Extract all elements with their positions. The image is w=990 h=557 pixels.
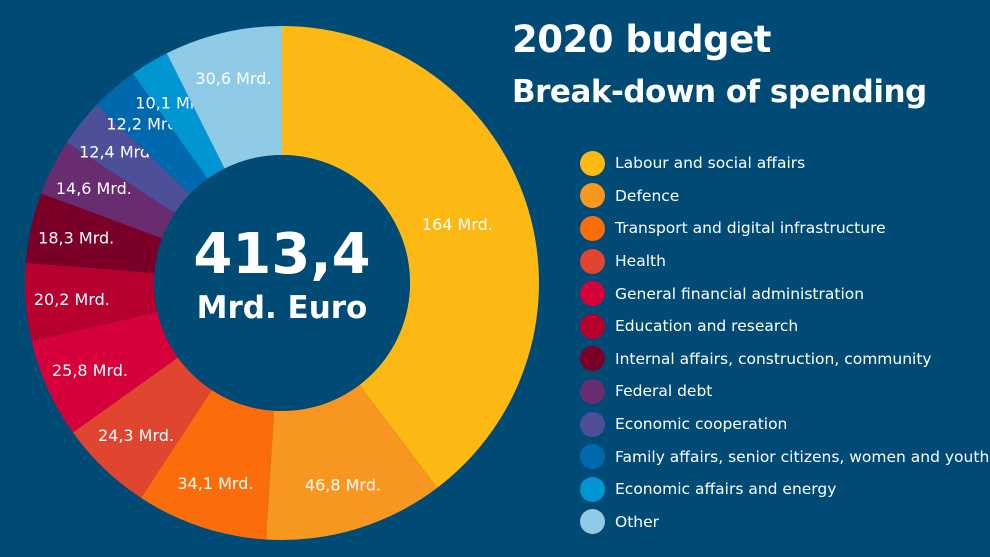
legend-swatch <box>580 248 605 274</box>
legend-item: General financial administration <box>580 277 989 310</box>
legend-swatch <box>580 215 605 241</box>
slice-6 <box>25 193 163 273</box>
data-label: 24,3 Mrd. <box>98 426 174 445</box>
legend-swatch <box>580 150 605 176</box>
legend-label: Internal affairs, construction, communit… <box>615 349 932 368</box>
slice-1 <box>265 384 438 540</box>
legend-swatch <box>580 281 605 307</box>
data-label: 20,2 Mrd. <box>34 290 110 309</box>
slice-2 <box>141 390 275 540</box>
data-label: 25,8 Mrd. <box>52 361 128 380</box>
data-label: 30,6 Mrd. <box>195 69 271 88</box>
legend-item: Defence <box>580 180 989 213</box>
slice-5 <box>24 262 158 342</box>
chart-subtitle: Break-down of spending <box>512 74 927 110</box>
legend-label: Labour and social affairs <box>615 154 806 173</box>
legend-item: Other <box>580 506 989 539</box>
legend-label: Health <box>615 252 666 271</box>
total-unit: Mrd. Euro <box>196 290 368 326</box>
data-label: 12,4 Mrd. <box>79 143 155 162</box>
slice-4 <box>31 312 178 433</box>
legend-item: Education and research <box>580 310 989 343</box>
legend-swatch <box>580 476 605 502</box>
chart-title: 2020 budget <box>512 18 771 61</box>
data-label: 164 Mrd. <box>422 215 493 234</box>
donut-hole <box>154 155 410 411</box>
slice-9 <box>96 73 208 195</box>
legend-swatch <box>580 378 605 404</box>
legend-label: Economic affairs and energy <box>615 480 837 499</box>
legend-swatch <box>580 313 605 339</box>
legend-swatch <box>580 346 605 372</box>
legend-item: Economic cooperation <box>580 408 989 441</box>
legend-item: Labour and social affairs <box>580 147 989 180</box>
legend-swatch <box>580 444 605 470</box>
legend-item: Economic affairs and energy <box>580 473 989 506</box>
legend-label: Defence <box>615 186 680 205</box>
legend-label: Economic cooperation <box>615 415 788 434</box>
total-value: 413,4 <box>193 222 371 287</box>
legend-label: Federal debt <box>615 382 713 401</box>
slice-3 <box>72 357 212 498</box>
data-label: 14,6 Mrd. <box>56 179 132 198</box>
legend: Labour and social affairs Defence Transpor… <box>580 147 989 538</box>
legend-item: Internal affairs, construction, communit… <box>580 343 989 376</box>
slice-8 <box>66 104 190 214</box>
slice-0 <box>282 26 539 488</box>
legend-label: Transport and digital infrastructure <box>615 219 886 238</box>
data-label: 12,2 Mrd. <box>106 114 182 133</box>
slice-11 <box>166 26 282 169</box>
slice-7 <box>41 142 175 239</box>
legend-label: Education and research <box>615 317 799 336</box>
data-label: 18,3 Mrd. <box>38 229 114 248</box>
legend-label: Other <box>615 512 660 531</box>
legend-label: General financial administration <box>615 284 865 303</box>
legend-item: Family affairs, senior citizens, women a… <box>580 440 989 473</box>
legend-label: Family affairs, senior citizens, women a… <box>615 447 990 466</box>
slice-10 <box>132 53 225 179</box>
data-label: 46,8 Mrd. <box>305 476 381 495</box>
legend-swatch <box>580 509 605 535</box>
legend-swatch <box>580 183 605 209</box>
legend-item: Transport and digital infrastructure <box>580 212 989 245</box>
legend-item: Federal debt <box>580 375 989 408</box>
legend-item: Health <box>580 245 989 278</box>
data-label: 34,1 Mrd. <box>177 474 253 493</box>
legend-swatch <box>580 411 605 437</box>
